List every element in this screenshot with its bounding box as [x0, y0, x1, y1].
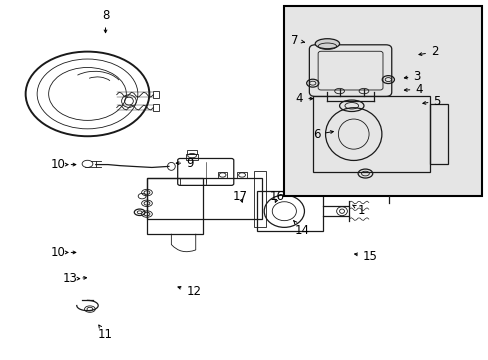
Text: 2: 2: [418, 45, 438, 58]
Text: 10: 10: [51, 246, 76, 259]
Bar: [147, 178, 203, 234]
Text: 7: 7: [291, 33, 304, 47]
Text: 1: 1: [352, 204, 365, 217]
Bar: [153, 91, 159, 98]
Text: 12: 12: [178, 285, 201, 298]
Text: 15: 15: [354, 249, 377, 262]
Bar: [283, 6, 482, 196]
Text: 10: 10: [51, 158, 76, 171]
Text: 16: 16: [269, 190, 285, 203]
Bar: [147, 178, 261, 220]
Text: 13: 13: [62, 272, 86, 285]
Bar: [237, 172, 246, 178]
Text: 4: 4: [404, 83, 422, 96]
Text: 17: 17: [233, 190, 247, 203]
Bar: [429, 104, 447, 164]
Text: 4: 4: [295, 92, 312, 105]
Bar: [217, 172, 227, 178]
Text: 8: 8: [102, 9, 109, 33]
Text: 6: 6: [312, 128, 333, 141]
Text: 14: 14: [293, 221, 309, 237]
Text: 5: 5: [422, 95, 440, 108]
Text: 3: 3: [404, 69, 420, 82]
Ellipse shape: [315, 39, 339, 49]
Text: 9: 9: [176, 157, 193, 170]
Bar: [185, 154, 198, 160]
Bar: [187, 150, 196, 154]
Bar: [312, 96, 429, 172]
Bar: [153, 104, 159, 111]
Bar: [254, 171, 266, 226]
Bar: [256, 192, 322, 231]
Text: 11: 11: [98, 325, 113, 341]
